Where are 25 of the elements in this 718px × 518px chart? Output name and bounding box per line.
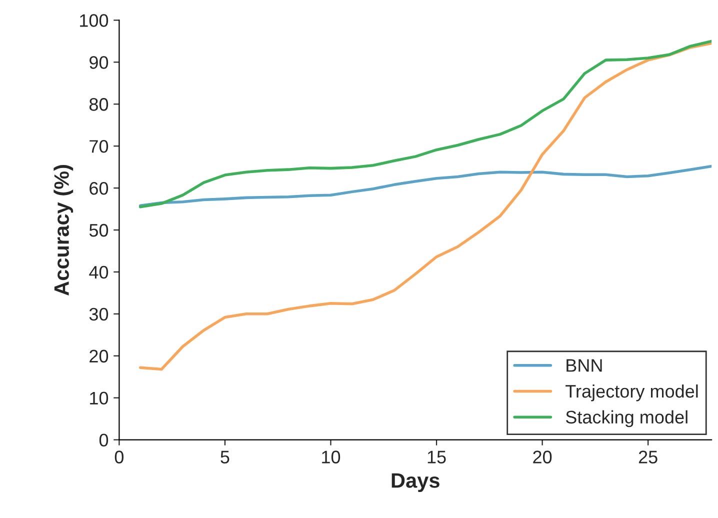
x-tick-label: 20 — [533, 450, 552, 464]
x-tick-label: 0 — [114, 450, 124, 464]
legend-label: Stacking model — [566, 410, 688, 428]
y-tick-label: 30 — [89, 308, 108, 321]
x-tick-label: 15 — [428, 450, 446, 464]
y-tick-label: 100 — [80, 14, 108, 27]
x-tick-label: 25 — [638, 450, 658, 464]
line-series — [138, 42, 712, 371]
y-tick-label: 10 — [90, 392, 108, 405]
y-tick-label: 40 — [89, 266, 108, 279]
y-tick-label: 60 — [90, 182, 108, 195]
y-axis-title: Accuracy (%) — [54, 165, 74, 296]
line-series — [138, 40, 712, 208]
y-tick-label: 0 — [99, 434, 108, 446]
y-tick-label: 90 — [90, 56, 108, 69]
y-tick-label: 80 — [89, 98, 108, 111]
x-tick-label: 5 — [220, 450, 230, 464]
y-tick-label: 20 — [90, 350, 108, 363]
line-series — [138, 164, 712, 208]
y-tick-label: 70 — [90, 140, 108, 153]
legend-label: BNN — [566, 359, 602, 372]
y-tick-label: 50 — [89, 224, 108, 237]
legend-label: Trajectory model — [566, 384, 698, 402]
x-axis-title: Days — [392, 473, 440, 492]
x-tick-label: 10 — [322, 450, 340, 464]
